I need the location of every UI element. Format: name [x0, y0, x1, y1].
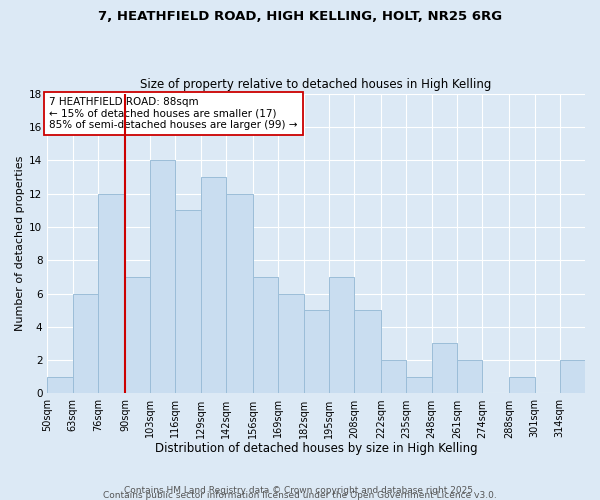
- Bar: [175, 210, 200, 394]
- Bar: [457, 360, 482, 394]
- Y-axis label: Number of detached properties: Number of detached properties: [15, 156, 25, 331]
- Text: Contains public sector information licensed under the Open Government Licence v3: Contains public sector information licen…: [103, 491, 497, 500]
- Bar: [226, 194, 253, 394]
- Bar: [278, 294, 304, 394]
- Bar: [304, 310, 329, 394]
- Bar: [98, 194, 125, 394]
- Bar: [150, 160, 175, 394]
- Bar: [47, 377, 73, 394]
- Title: Size of property relative to detached houses in High Kelling: Size of property relative to detached ho…: [140, 78, 492, 91]
- Bar: [253, 277, 278, 394]
- Bar: [381, 360, 406, 394]
- X-axis label: Distribution of detached houses by size in High Kelling: Distribution of detached houses by size …: [155, 442, 478, 455]
- Text: 7, HEATHFIELD ROAD, HIGH KELLING, HOLT, NR25 6RG: 7, HEATHFIELD ROAD, HIGH KELLING, HOLT, …: [98, 10, 502, 23]
- Text: Contains HM Land Registry data © Crown copyright and database right 2025.: Contains HM Land Registry data © Crown c…: [124, 486, 476, 495]
- Bar: [509, 377, 535, 394]
- Bar: [406, 377, 431, 394]
- Bar: [560, 360, 585, 394]
- Bar: [200, 177, 226, 394]
- Bar: [431, 344, 457, 394]
- Bar: [354, 310, 381, 394]
- Text: 7 HEATHFIELD ROAD: 88sqm
← 15% of detached houses are smaller (17)
85% of semi-d: 7 HEATHFIELD ROAD: 88sqm ← 15% of detach…: [49, 97, 298, 130]
- Bar: [329, 277, 354, 394]
- Bar: [73, 294, 98, 394]
- Bar: [125, 277, 150, 394]
